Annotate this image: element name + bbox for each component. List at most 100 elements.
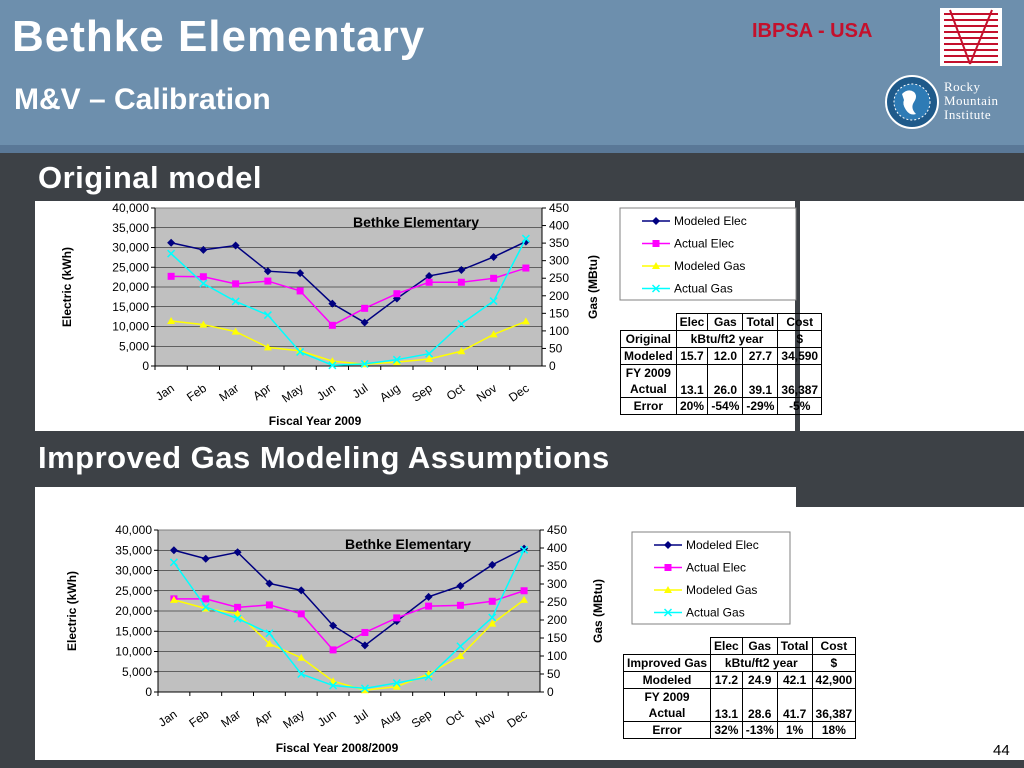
data-point (263, 267, 272, 276)
slide-title: Bethke Elementary (12, 12, 425, 62)
table-cell: 28.6 (741, 688, 778, 722)
data-point (425, 354, 434, 362)
data-point (520, 587, 528, 595)
x-tick-label: Jan (153, 381, 177, 404)
col-header: Elec (710, 637, 743, 655)
row-label: Original (620, 330, 677, 348)
x-tick-label: Feb (184, 381, 209, 405)
y2-tick-label: 0 (549, 359, 556, 373)
data-point (296, 269, 305, 278)
data-point (329, 677, 338, 685)
data-point (231, 241, 240, 250)
data-point (490, 274, 498, 282)
x-tick-label: Feb (186, 707, 211, 731)
x-tick-label: Jun (314, 381, 338, 404)
y2-tick-label: 450 (549, 201, 569, 215)
data-point (233, 609, 242, 617)
data-point (456, 642, 465, 651)
table-row-modeled: Modeled 17.2 24.9 42.1 42,900 (622, 671, 857, 689)
data-point (297, 669, 306, 679)
section-band-improved: Improved Gas Modeling Assumptions (0, 431, 1024, 487)
x-tick-label: Dec (504, 707, 530, 731)
row-label-line: Actual (629, 382, 667, 396)
x-tick-label: Oct (444, 381, 468, 404)
table-cell: -29% (742, 397, 779, 415)
table-row-modeled: Modeled 15.7 12.0 27.7 34,590 (620, 347, 823, 365)
x-tick-label: Sep (409, 707, 435, 731)
series-line (171, 267, 527, 327)
data-point (520, 544, 529, 553)
data-point (488, 613, 497, 622)
table-cell: 24.9 (741, 671, 778, 689)
data-point (329, 621, 338, 630)
table-cell: 39.1 (742, 364, 779, 398)
y-tick-label: 25,000 (112, 260, 149, 274)
y2-tick-label: 250 (547, 595, 567, 609)
legend-box (631, 531, 791, 625)
x-tick-label: Nov (474, 381, 500, 405)
data-point (457, 347, 466, 355)
section-title-original: Original model (38, 160, 263, 195)
data-point (328, 299, 337, 308)
y-tick-label: 20,000 (112, 280, 149, 294)
col-header: Cost (811, 637, 857, 655)
data-point (488, 597, 496, 605)
chart-legend: Modeled Elec Actual Elec Modeled Gas Actual… (631, 531, 791, 625)
y-tick-label: 20,000 (115, 604, 152, 618)
y-tick-label: 40,000 (112, 201, 149, 215)
data-point (520, 595, 529, 603)
table-row-actual: FY 2009 Actual 13.1 28.6 41.7 36,387 (622, 688, 857, 722)
data-point (425, 278, 433, 286)
data-point (361, 304, 369, 312)
units-cell: kBtu/ft2 year (675, 330, 779, 348)
data-point (489, 252, 498, 261)
data-point (328, 321, 336, 329)
row-label: FY 2009 Actual (620, 364, 677, 398)
y2-tick-label: 300 (547, 577, 567, 591)
units-cell: $ (811, 654, 857, 672)
y-tick-label: 35,000 (115, 543, 152, 557)
data-point (425, 349, 434, 358)
data-point (424, 592, 433, 601)
table-cell: -13% (741, 721, 778, 739)
data-point (167, 238, 176, 247)
table-cell: 41.7 (776, 688, 813, 722)
x-tick-label: Mar (216, 381, 241, 404)
table-row-actual: FY 2009 Actual 13.1 26.0 39.1 36,387 (620, 364, 823, 398)
slide-header: Bethke Elementary M&V – Calibration IBPS… (0, 0, 1024, 145)
table-cell: 13.1 (710, 688, 743, 722)
data-point (425, 602, 433, 610)
org-tag: IBPSA - USA (752, 20, 873, 42)
data-point (520, 545, 529, 554)
section-right-strip-2 (796, 487, 1024, 507)
table-cell: 42,900 (811, 671, 857, 689)
data-point (167, 317, 176, 325)
units-cell: $ (777, 330, 823, 348)
data-point (297, 610, 305, 618)
x-axis-label: Fiscal Year 2009 (269, 414, 362, 428)
legend-label: Modeled Gas (674, 259, 745, 273)
data-point (297, 586, 306, 595)
col-header: Total (776, 637, 813, 655)
data-point (521, 317, 530, 325)
row-label-line: FY 2009 (644, 690, 690, 704)
table-cell: 17.2 (710, 671, 743, 689)
y-tick-label: 5,000 (119, 339, 149, 353)
legend-box (619, 207, 797, 301)
table-cell: 15.7 (675, 347, 709, 365)
chart-group-1: 0 5,000 10,000 15,000 20,000 25,000 30,000 35,0… (65, 523, 791, 755)
col-header: Cost (777, 313, 823, 331)
data-point (265, 639, 274, 647)
legend-label: Modeled Elec (674, 214, 747, 228)
series-line (170, 238, 527, 367)
table-units-row: Original kBtu/ft2 year $ (620, 330, 823, 348)
y2-tick-label: 350 (549, 236, 569, 250)
col-header: Gas (741, 637, 778, 655)
data-point (199, 245, 208, 254)
subtitle-text: M&V – Calibration (14, 83, 271, 116)
data-point (296, 287, 304, 295)
table-cell: 20% (675, 397, 709, 415)
col-header: Total (742, 313, 779, 331)
units-cell: kBtu/ft2 year (710, 654, 813, 672)
row-label: Error (622, 721, 712, 739)
